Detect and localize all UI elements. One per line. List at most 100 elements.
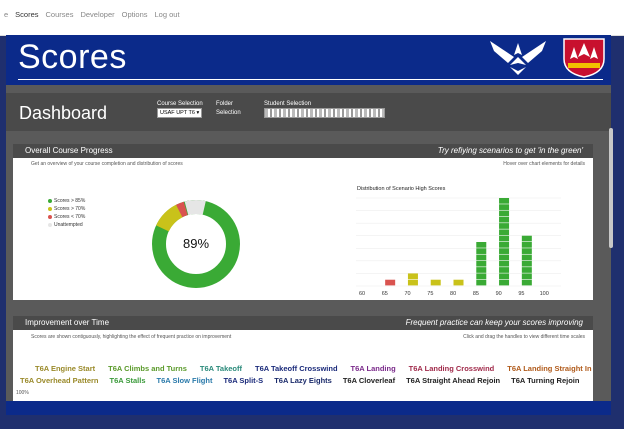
nav-item-logout[interactable]: Log out bbox=[154, 10, 180, 19]
nav-item-options[interactable]: Options bbox=[121, 10, 148, 19]
x-tick-label: 70 bbox=[404, 291, 410, 297]
bar-85-segment[interactable] bbox=[476, 273, 487, 280]
improvement-axis-start: 100% bbox=[16, 390, 29, 396]
bar-90-segment[interactable] bbox=[499, 198, 510, 204]
legend-item: Unattempted bbox=[48, 222, 85, 228]
bar-85-segment[interactable] bbox=[476, 242, 487, 248]
scenario-legend-item[interactable]: T6A Straight Ahead Rejoin bbox=[406, 376, 501, 385]
scenario-legend-item[interactable]: T6A Takeoff Crosswind bbox=[255, 364, 338, 373]
x-tick-label: 80 bbox=[450, 291, 456, 297]
top-navbar: e Scores Courses Developer Options Log o… bbox=[0, 0, 624, 36]
chart-bars bbox=[385, 198, 532, 286]
bar-90-segment[interactable] bbox=[499, 279, 510, 286]
bar-95-segment[interactable] bbox=[521, 273, 532, 280]
folder-selection: Folder Selection bbox=[216, 101, 241, 116]
nav-item-scores[interactable]: Scores bbox=[15, 10, 39, 19]
header-divider bbox=[18, 79, 603, 80]
progress-title: Overall Course Progress bbox=[25, 146, 113, 155]
bar-85-segment[interactable] bbox=[476, 248, 487, 254]
x-tick-label: 90 bbox=[496, 291, 502, 297]
scenario-legend-item[interactable]: T6A Engine Start bbox=[35, 364, 96, 373]
scenario-legend-item[interactable]: T6A Climbs and Turns bbox=[108, 364, 187, 373]
folder-label: Folder bbox=[216, 101, 234, 107]
scenario-legend-item[interactable]: T6A Slow Flight bbox=[156, 376, 213, 385]
bar-90-segment[interactable] bbox=[499, 242, 510, 248]
bar-65-segment[interactable] bbox=[385, 279, 396, 286]
completion-donut-chart[interactable]: 89% bbox=[150, 198, 242, 290]
bar-90-segment[interactable] bbox=[499, 254, 510, 261]
page-footer bbox=[6, 401, 611, 415]
bar-90-segment[interactable] bbox=[499, 260, 510, 267]
progress-panel bbox=[13, 158, 593, 300]
scenario-legend-row-1: T6A Engine Start T6A Climbs and Turns T6A … bbox=[35, 364, 605, 373]
page-scrollbar[interactable] bbox=[609, 128, 613, 248]
course-selection: Course Selection USAF UPT T6 ▾ bbox=[157, 101, 203, 118]
x-tick-label: 65 bbox=[382, 291, 388, 297]
improvement-subtitle: Scores are shown contiguously, highlight… bbox=[31, 334, 232, 340]
student-select[interactable] bbox=[264, 108, 385, 118]
bar-90-segment[interactable] bbox=[499, 229, 510, 236]
scenario-legend-item[interactable]: T6A Cloverleaf bbox=[342, 376, 396, 385]
bar-90-segment[interactable] bbox=[499, 235, 510, 242]
progress-hint: Hover over chart elements for details bbox=[503, 161, 585, 167]
scenario-legend-item[interactable]: T6A Landing bbox=[350, 364, 396, 373]
air-force-logo bbox=[490, 41, 546, 75]
bar-90-segment[interactable] bbox=[499, 273, 510, 280]
bar-95-segment[interactable] bbox=[521, 279, 532, 286]
scenario-legend-item[interactable]: T6A Lazy Eights bbox=[274, 376, 332, 385]
donut-legend: Scores > 85% Scores > 70% Scores < 70% U… bbox=[48, 198, 85, 230]
bar-95-segment[interactable] bbox=[521, 260, 532, 267]
dashboard-bar: Dashboard Course Selection USAF UPT T6 ▾… bbox=[6, 93, 611, 131]
chart-x-ticks: 60 65 70 75 80 85 90 95 100 bbox=[359, 291, 549, 297]
nav-item-home[interactable]: e bbox=[4, 10, 9, 19]
improvement-panel bbox=[13, 330, 593, 401]
x-tick-label: 75 bbox=[427, 291, 433, 297]
scenario-legend-item[interactable]: T6A Overhead Pattern bbox=[20, 376, 99, 385]
student-selection: Student Selection bbox=[264, 101, 385, 120]
scenario-legend-item[interactable]: T6A Landing Crosswind bbox=[408, 364, 495, 373]
x-tick-label: 85 bbox=[473, 291, 479, 297]
chart-title: Distribution of Scenario High Scores bbox=[357, 186, 446, 192]
scenario-legend-item[interactable]: T6A Turning Rejoin bbox=[511, 376, 580, 385]
progress-section-header: Overall Course Progress Try refiying sce… bbox=[13, 144, 593, 158]
legend-item: Scores < 70% bbox=[48, 214, 85, 220]
bar-90-segment[interactable] bbox=[499, 223, 510, 229]
bar-95-segment[interactable] bbox=[521, 248, 532, 254]
bar-90-segment[interactable] bbox=[499, 248, 510, 254]
bar-70-segment[interactable] bbox=[407, 273, 418, 280]
bar-90-segment[interactable] bbox=[499, 216, 510, 223]
nav-item-developer[interactable]: Developer bbox=[80, 10, 115, 19]
bar-90-segment[interactable] bbox=[499, 210, 510, 217]
legend-item: Scores > 70% bbox=[48, 206, 85, 212]
bar-95-segment[interactable] bbox=[521, 267, 532, 273]
bar-95-segment[interactable] bbox=[521, 235, 532, 242]
legend-dot-green bbox=[48, 199, 52, 203]
x-tick-label: 100 bbox=[540, 291, 549, 297]
dashboard-title: Dashboard bbox=[19, 103, 108, 123]
bar-95-segment[interactable] bbox=[521, 254, 532, 261]
bar-85-segment[interactable] bbox=[476, 267, 487, 273]
bar-80-segment[interactable] bbox=[453, 279, 464, 286]
page-header: Scores bbox=[6, 35, 611, 85]
legend-dot-yellow bbox=[48, 207, 52, 211]
improvement-title: Improvement over Time bbox=[25, 318, 110, 327]
bar-95-segment[interactable] bbox=[521, 242, 532, 248]
bar-75-segment[interactable] bbox=[430, 279, 441, 286]
scenario-legend-item[interactable]: T6A Takeoff bbox=[199, 364, 243, 373]
student-selection-label: Student Selection bbox=[264, 101, 312, 107]
legend-dot-red bbox=[48, 215, 52, 219]
scenario-legend-item[interactable]: T6A Landing Straight In bbox=[507, 364, 592, 373]
bar-85-segment[interactable] bbox=[476, 279, 487, 286]
nav-item-courses[interactable]: Courses bbox=[45, 10, 74, 19]
legend-dot-gray bbox=[48, 223, 52, 227]
bar-90-segment[interactable] bbox=[499, 204, 510, 210]
scenario-legend-item[interactable]: T6A Stalls bbox=[109, 376, 146, 385]
scenario-legend-item[interactable]: T6A Split-S bbox=[223, 376, 264, 385]
bar-85-segment[interactable] bbox=[476, 254, 487, 261]
bar-90-segment[interactable] bbox=[499, 267, 510, 273]
score-distribution-chart[interactable]: Distribution of Scenario High Scores 60 6… bbox=[350, 183, 570, 298]
course-select[interactable]: USAF UPT T6 ▾ bbox=[157, 108, 203, 118]
bar-70-segment[interactable] bbox=[407, 279, 418, 286]
bar-85-segment[interactable] bbox=[476, 260, 487, 267]
improvement-hint: Click and drag the handles to view diffe… bbox=[463, 334, 585, 340]
